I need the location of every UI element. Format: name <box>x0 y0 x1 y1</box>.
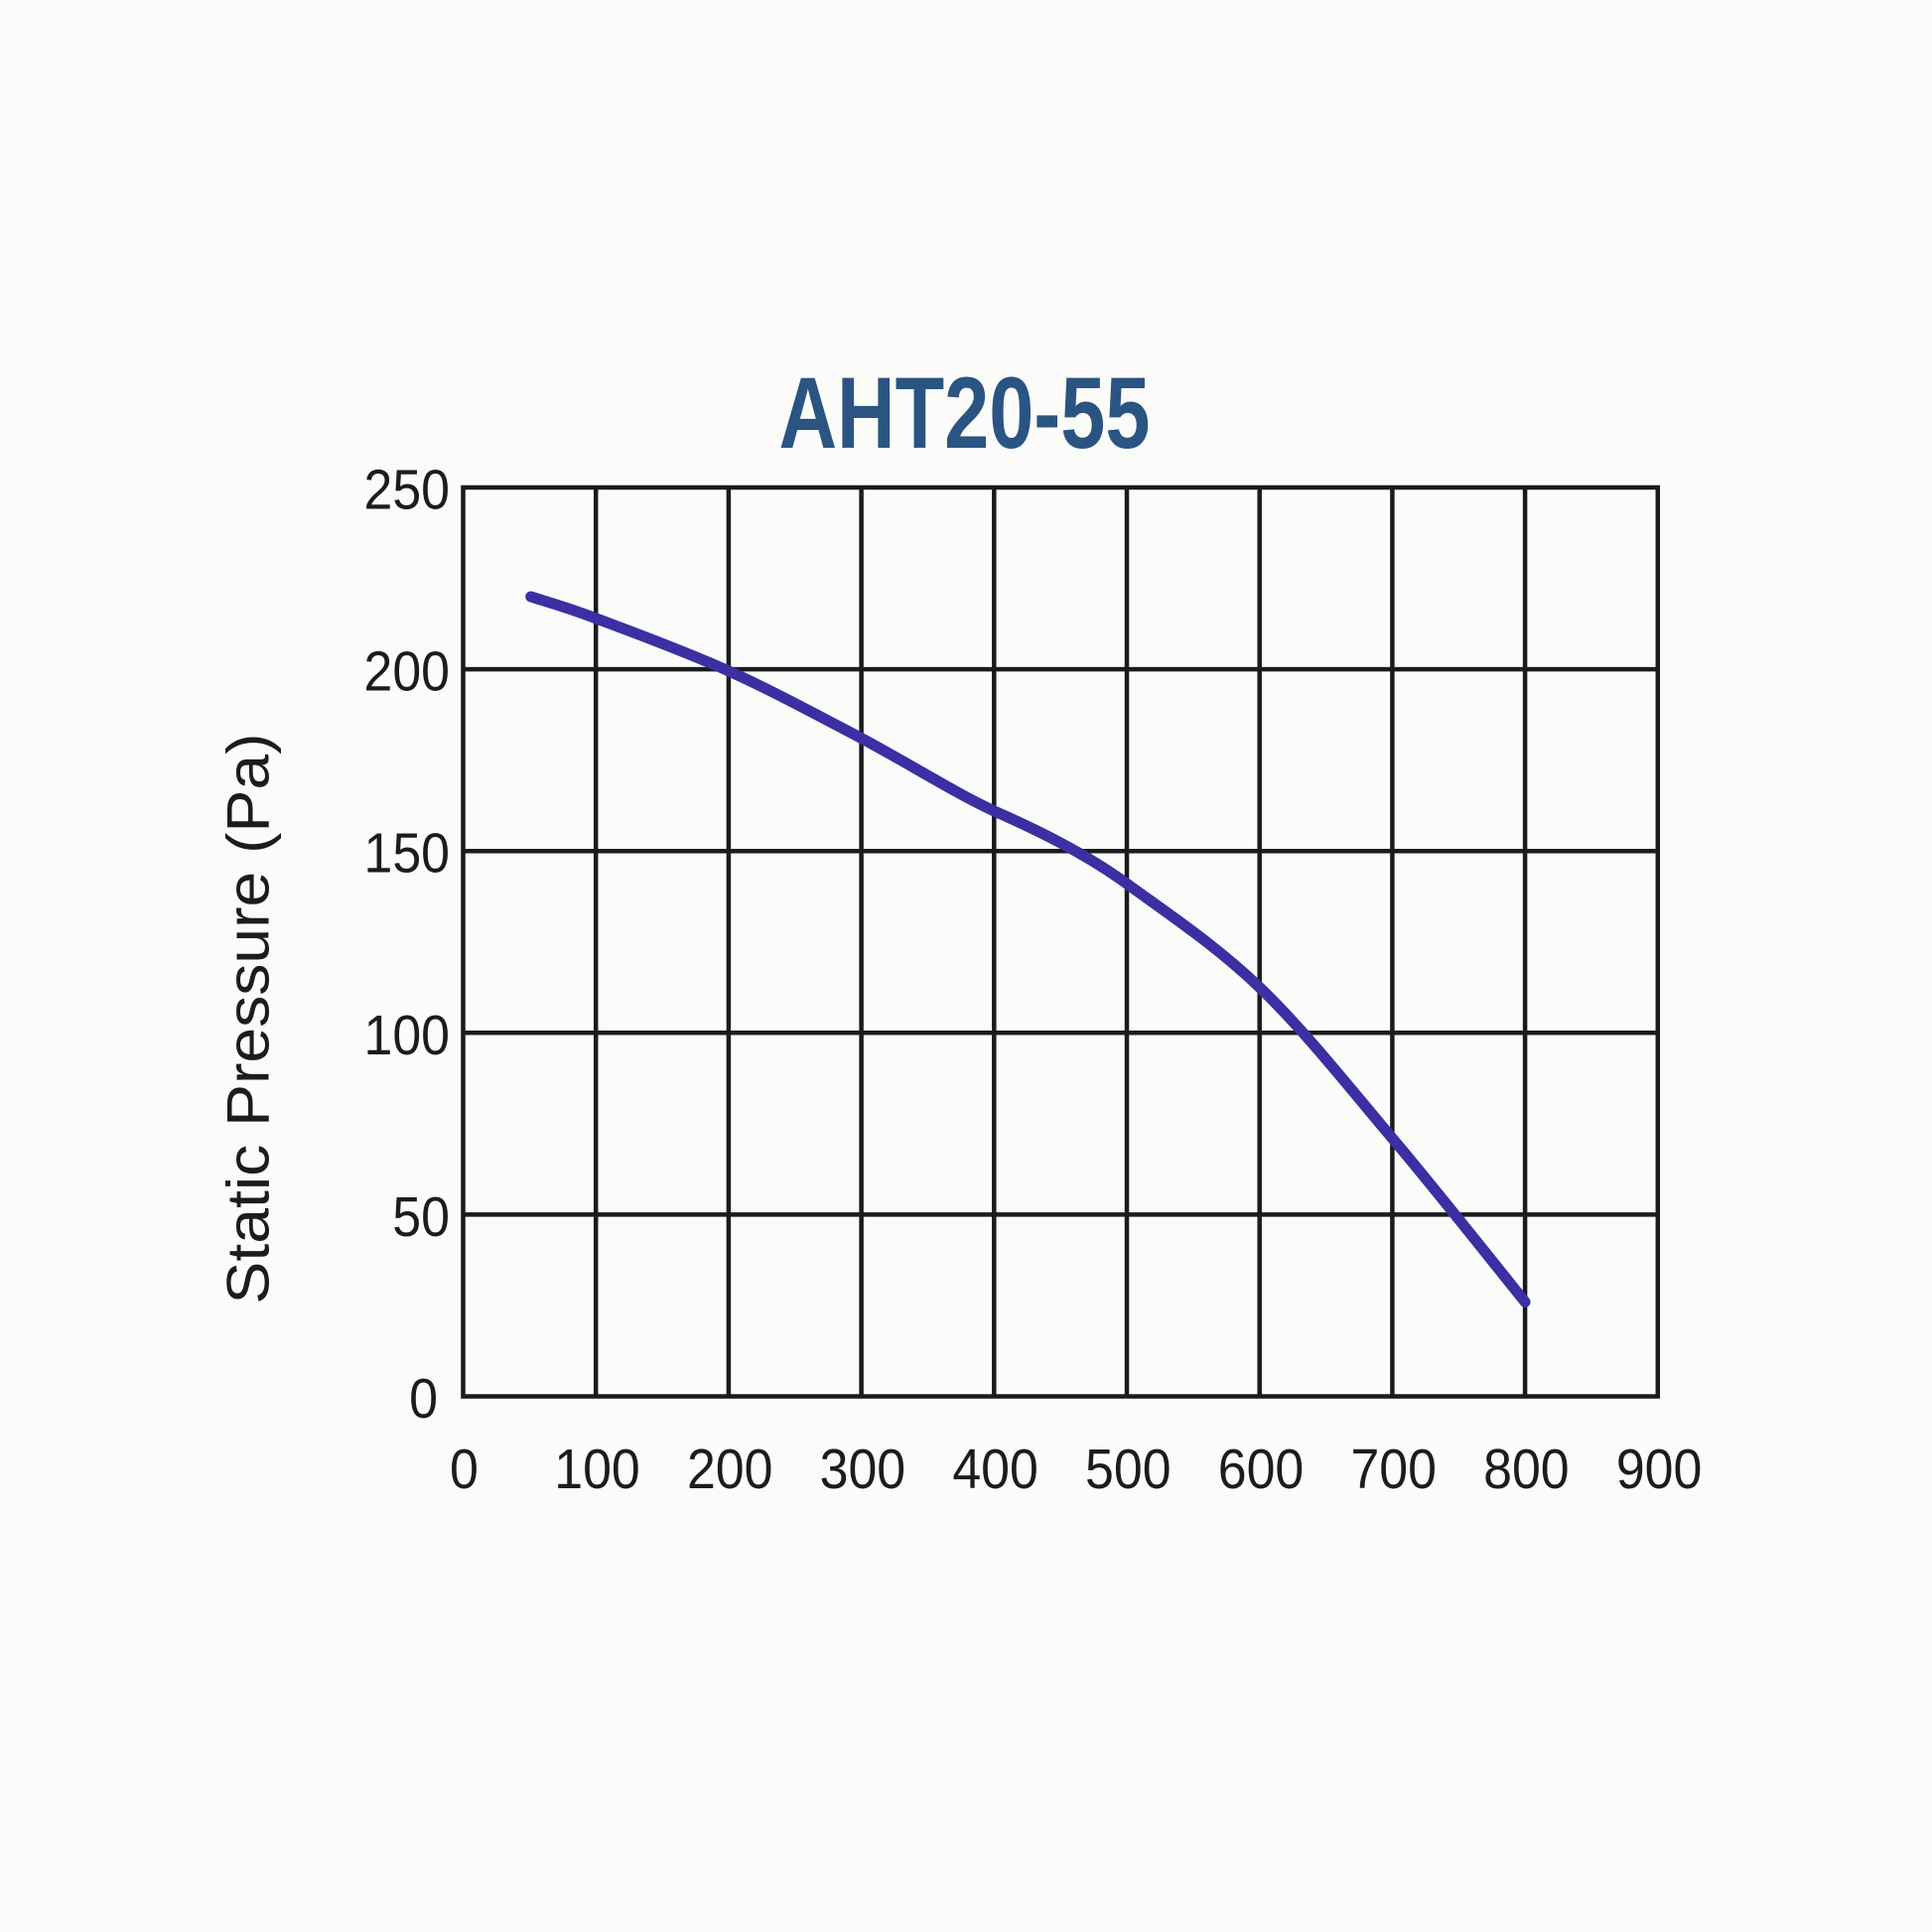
svg-text:600: 600 <box>1218 1438 1305 1501</box>
svg-text:700: 700 <box>1350 1438 1437 1501</box>
svg-text:500: 500 <box>1085 1438 1172 1501</box>
svg-text:50: 50 <box>392 1185 450 1249</box>
svg-text:100: 100 <box>364 1004 451 1067</box>
svg-text:100: 100 <box>554 1438 640 1501</box>
svg-text:0: 0 <box>409 1367 438 1431</box>
svg-text:300: 300 <box>820 1438 906 1501</box>
svg-text:0: 0 <box>450 1438 479 1501</box>
svg-text:AHT20-55: AHT20-55 <box>779 356 1151 470</box>
svg-text:250: 250 <box>364 459 451 522</box>
svg-text:400: 400 <box>952 1438 1038 1501</box>
svg-text:Static Pressure (Pa): Static Pressure (Pa) <box>215 734 282 1305</box>
svg-text:800: 800 <box>1483 1438 1570 1501</box>
svg-text:150: 150 <box>364 822 451 886</box>
svg-text:200: 200 <box>687 1438 773 1501</box>
svg-text:200: 200 <box>364 640 451 704</box>
svg-text:900: 900 <box>1616 1438 1703 1501</box>
